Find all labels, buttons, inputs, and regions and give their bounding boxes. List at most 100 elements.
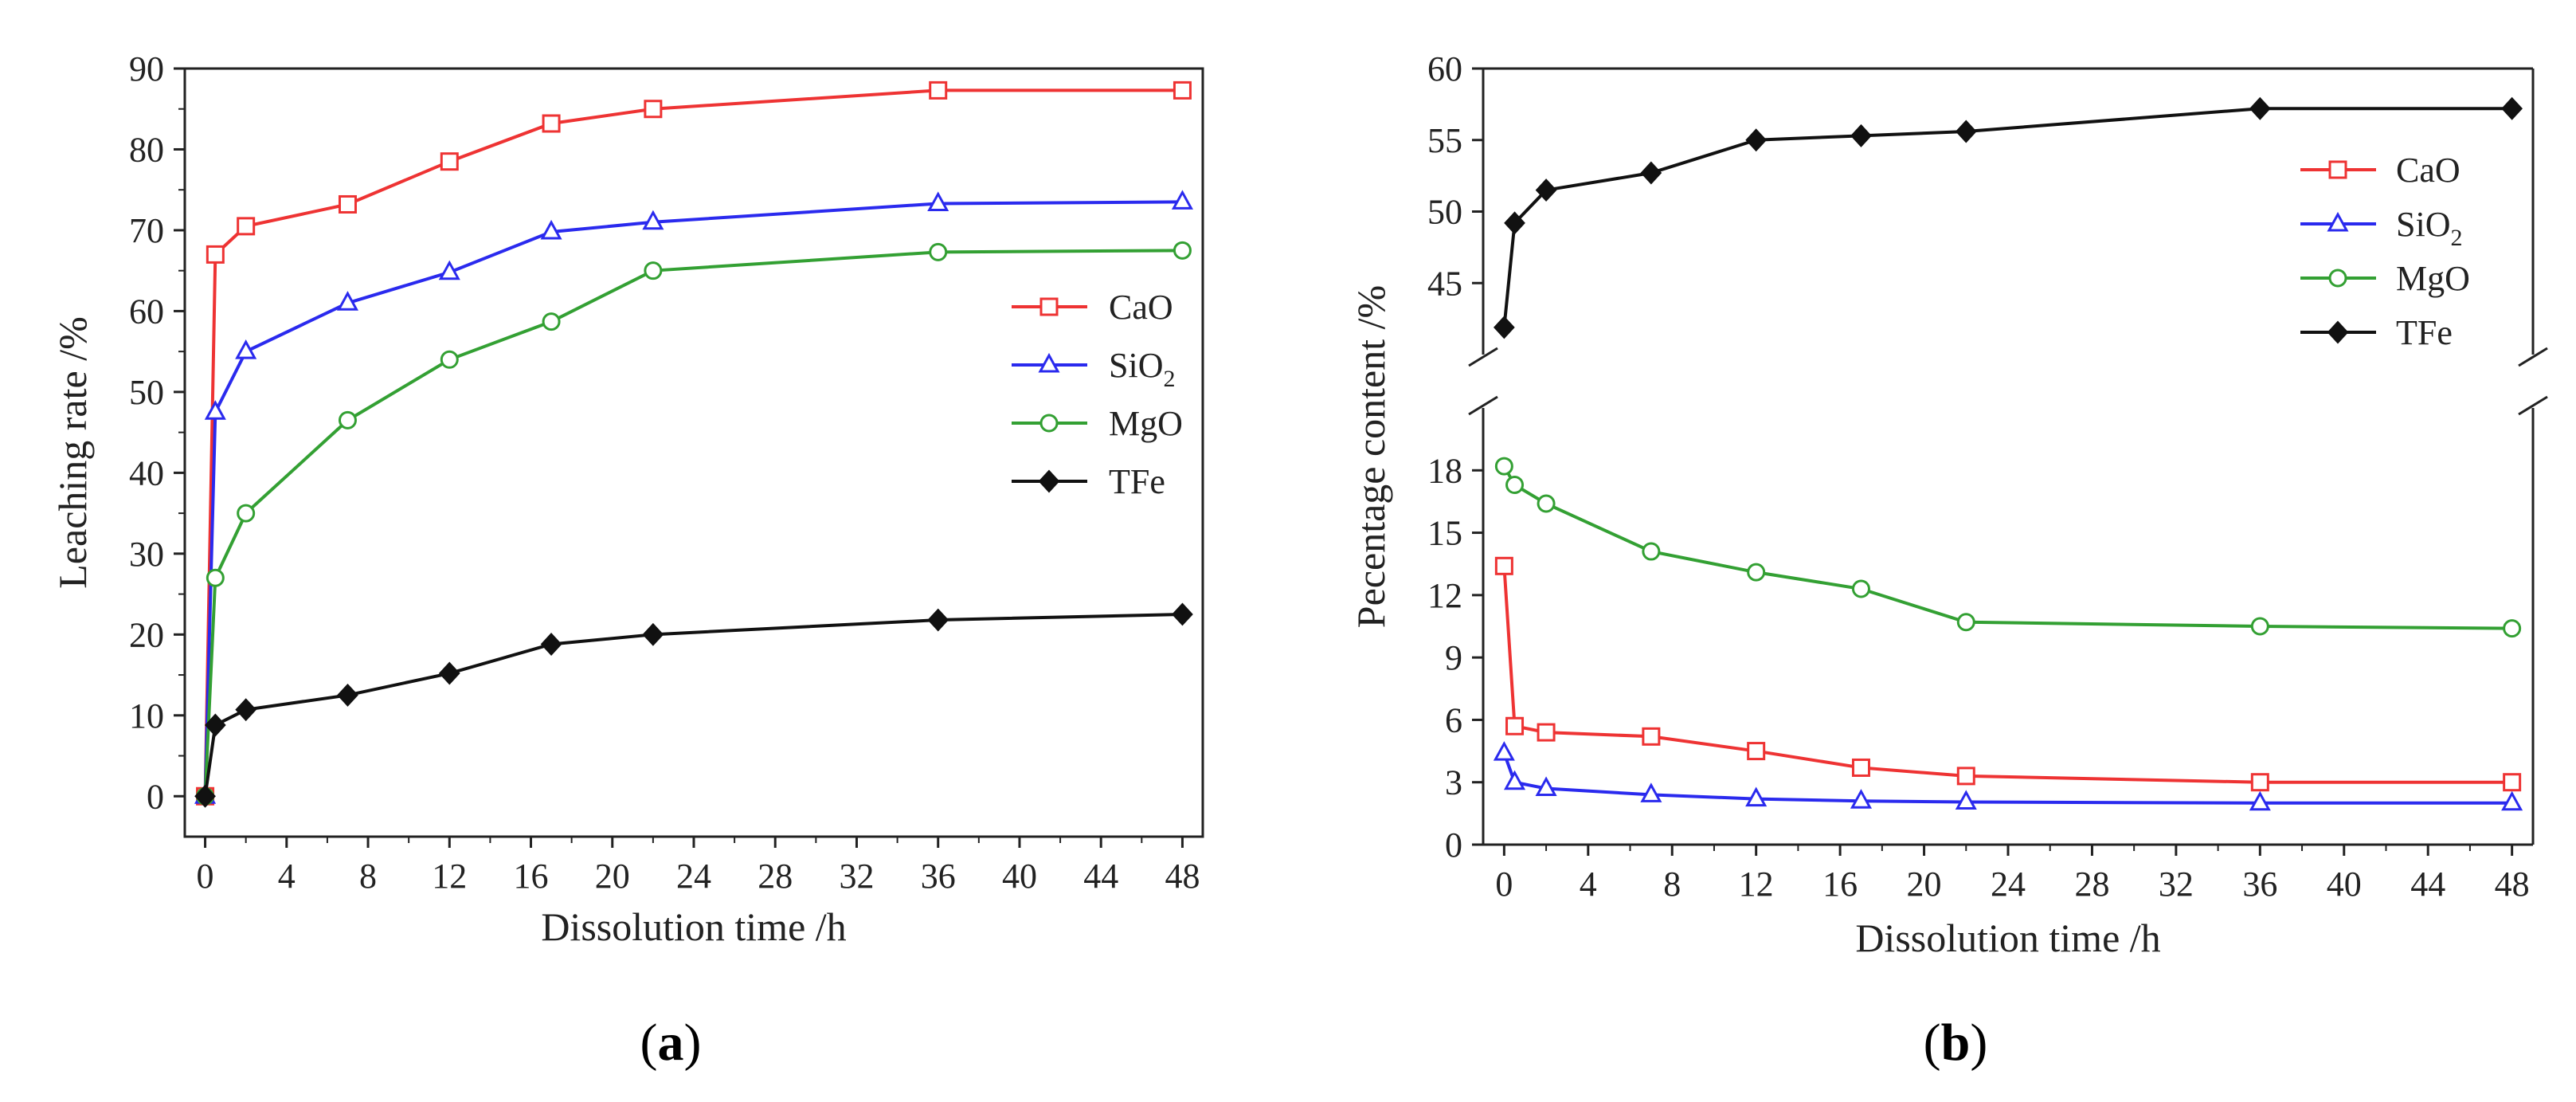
- data-point: [540, 633, 562, 656]
- x-tick-label: 44: [2410, 865, 2445, 904]
- data-point: [1173, 80, 1192, 100]
- data-point: [1172, 602, 1193, 626]
- data-point: [204, 713, 226, 737]
- legend-a: CaO SiO2 MgO TFe: [1012, 288, 1183, 501]
- data-point: [337, 683, 358, 707]
- x-tick-label: 16: [514, 857, 549, 896]
- legend-subscript: 2: [1163, 366, 1175, 392]
- data-point: [1535, 178, 1557, 202]
- y-axis-label: Pecentage content /%: [1349, 285, 1393, 628]
- data-point: [438, 260, 460, 280]
- legend-b: CaO SiO2 MgO TFe: [2300, 151, 2470, 352]
- data-point: [1956, 613, 1975, 632]
- legend-label-cao: CaO: [2396, 151, 2461, 190]
- y-tick-label: 50: [129, 373, 164, 412]
- x-tick-label: 4: [1580, 865, 1597, 904]
- legend-label-mgo: MgO: [1109, 404, 1183, 443]
- data-point: [644, 261, 663, 280]
- data-point: [927, 608, 949, 632]
- data-point: [927, 191, 949, 211]
- y-tick-label: 6: [1445, 700, 1462, 739]
- data-point: [1171, 190, 1193, 210]
- data-point: [2249, 790, 2271, 811]
- y-tick-label: 60: [129, 292, 164, 331]
- data-point: [1745, 786, 1768, 807]
- data-point: [235, 698, 257, 722]
- data-point: [1747, 563, 1766, 582]
- data-point: [2501, 96, 2523, 120]
- data-point: [642, 622, 664, 646]
- x-tick-label: 36: [921, 857, 956, 896]
- data-point: [204, 400, 226, 420]
- x-tick-label: 8: [1663, 865, 1681, 904]
- x-tick-label: 48: [2495, 865, 2530, 904]
- x-tick-label: 32: [839, 857, 874, 896]
- data-point: [1642, 727, 1661, 746]
- data-point: [1173, 241, 1192, 260]
- legend-marker: [2327, 211, 2349, 232]
- data-point: [1493, 741, 1515, 761]
- data-point: [2503, 773, 2522, 792]
- data-point: [1745, 128, 1768, 152]
- data-point: [1494, 556, 1513, 575]
- data-point: [2503, 619, 2522, 638]
- caption-b: (b): [1924, 1014, 1988, 1072]
- series-line: [203, 200, 1183, 797]
- legend-label-sio2: SiO2: [1109, 346, 1175, 392]
- y-tick-label: 90: [129, 49, 164, 88]
- series-tfe: [1493, 96, 2523, 339]
- data-point: [1851, 758, 1870, 777]
- y-tick-label: 30: [129, 535, 164, 574]
- data-point: [1850, 124, 1872, 147]
- y-tick-label: 0: [1445, 826, 1462, 865]
- series-mgo: [1494, 457, 2522, 638]
- data-point: [542, 114, 561, 133]
- x-tick-label: 20: [595, 857, 630, 896]
- axis-break-mark: [2518, 395, 2548, 416]
- y-tick-label: 80: [129, 130, 164, 169]
- legend-marker: [2328, 269, 2347, 288]
- data-point: [929, 242, 948, 261]
- axis-break-mark: [1468, 347, 1498, 367]
- data-point: [1504, 211, 1525, 235]
- data-point: [1642, 542, 1661, 561]
- x-tick-label: 8: [359, 857, 377, 896]
- data-point: [1640, 782, 1662, 802]
- y-tick-label: 9: [1445, 638, 1462, 677]
- y-tick-label: 60: [1427, 49, 1462, 88]
- data-point: [540, 219, 562, 240]
- legend-marker: [1038, 352, 1060, 373]
- x-tick-label: 28: [758, 857, 793, 896]
- data-point: [1535, 776, 1557, 797]
- data-point: [338, 194, 357, 214]
- data-point: [1956, 767, 1975, 786]
- y-tick-label: 3: [1445, 763, 1462, 802]
- legend-marker: [2328, 160, 2347, 179]
- y-tick-label: 12: [1427, 576, 1462, 615]
- legend-label-cao: CaO: [1109, 288, 1173, 327]
- legend-label-tfe: TFe: [1109, 462, 1165, 501]
- data-point: [1537, 723, 1556, 742]
- data-point: [338, 410, 357, 429]
- series-sio2: [1493, 741, 2523, 811]
- y-tick-label: 45: [1427, 264, 1462, 303]
- series-line: [1502, 566, 2512, 784]
- series-sio2: [194, 190, 1193, 804]
- plot-frame-a: [183, 67, 1204, 838]
- legend-marker: [1039, 297, 1059, 316]
- x-tick-label: 12: [432, 857, 467, 896]
- y-tick-label: 55: [1427, 121, 1462, 160]
- x-tick-label: 16: [1822, 865, 1858, 904]
- series-cao: [1494, 556, 2522, 792]
- x-tick-label: 48: [1165, 857, 1200, 896]
- data-point: [1850, 789, 1873, 809]
- data-point: [2250, 773, 2269, 792]
- data-point: [206, 245, 225, 264]
- data-point: [235, 339, 257, 359]
- data-point: [1747, 742, 1766, 761]
- data-point: [1537, 494, 1556, 513]
- data-point: [1505, 476, 1525, 495]
- legend-label-sio2: SiO2: [2396, 205, 2462, 251]
- x-tick-label: 40: [2327, 865, 2362, 904]
